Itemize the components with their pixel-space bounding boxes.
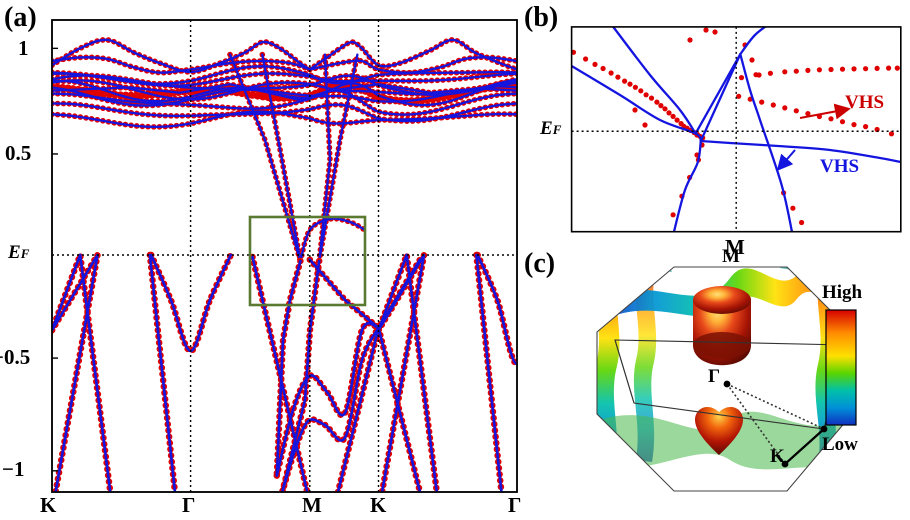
- svg-text:K: K: [770, 446, 785, 467]
- svg-text:VHS: VHS: [845, 92, 884, 113]
- svg-text:M: M: [722, 246, 740, 267]
- svg-text:Low: Low: [822, 434, 858, 455]
- svg-text:High: High: [822, 282, 863, 303]
- svg-text:Γ: Γ: [708, 366, 720, 387]
- svg-text:VHS: VHS: [820, 156, 859, 177]
